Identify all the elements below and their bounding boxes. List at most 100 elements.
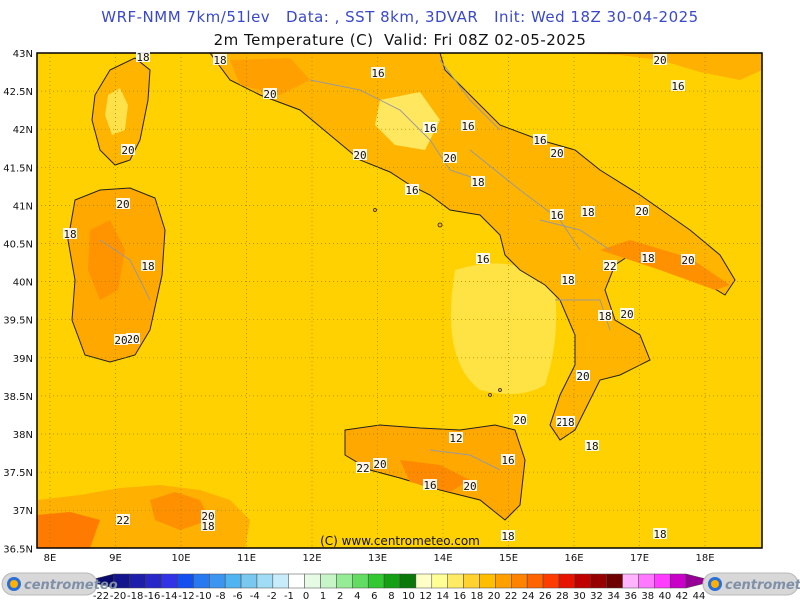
svg-text:20: 20 [114,334,127,347]
colorbar-swatch [463,573,480,589]
colorbar-tick-label: 18 [471,591,484,600]
colorbar-tick-label: 32 [590,591,603,600]
contour-label: 20 [463,480,477,493]
svg-text:16: 16 [423,479,436,492]
colorbar-swatch [272,573,289,589]
colorbar-tick-label: 12 [419,591,432,600]
longitude-ticks: 8E 9E 10E 11E 12E 13E 14E 15E 16E 17E 18E [44,553,715,564]
colorbar-swatch [193,573,210,589]
contour-label: 18 [641,252,655,265]
svg-text:16: 16 [671,80,684,93]
svg-text:18: 18 [136,51,149,64]
lon-tick-label: 14E [433,553,452,564]
colorbar-tick-label: -6 [233,591,243,600]
lon-tick-label: 15E [499,553,518,564]
contour-label: 20 [681,254,695,267]
contour-label: 16 [423,479,437,492]
colorbar-swatch [320,573,337,589]
contour-label: 18 [561,274,575,287]
contour-label: 16 [371,67,385,80]
colorbar-tick-label: 20 [488,591,501,600]
lat-tick-label: 40N [13,278,33,289]
contour-label: 22 [116,514,130,527]
contour-label: 20 [373,458,387,471]
svg-text:20: 20 [513,414,526,427]
colorbar-tick-label: 10 [402,591,415,600]
colorbar-tick-label: -22 [93,591,109,600]
colorbar-swatch [511,573,528,589]
svg-text:22: 22 [356,462,369,475]
svg-text:20: 20 [653,54,666,67]
contour-label: 20 [353,149,367,162]
colorbar-tick-label: -12 [178,591,194,600]
colorbar-tick-label: 40 [658,591,671,600]
contour-label: 22 [603,260,617,273]
colorbar-tick-label: 6 [371,591,377,600]
colorbar-swatch [209,573,226,589]
svg-text:18: 18 [213,54,226,67]
colorbar-tick-label: 26 [539,591,552,600]
colorbar-tick-label: -16 [144,591,160,600]
contour-label: 18 [561,416,575,429]
colorbar-tick-label: -2 [267,591,277,600]
lat-tick-label: 37.5N [3,468,33,479]
svg-text:20: 20 [463,480,476,493]
colorbar-swatch [526,573,544,589]
apennine-cool-area [375,92,440,150]
colorbar-swatch [606,573,623,589]
contour-label: 16 [461,120,475,133]
colorbar-swatch [495,573,512,589]
lat-tick-label: 36.5N [3,544,33,555]
contour-label: 20 [620,308,634,321]
colorbar-tick-label: 42 [676,591,689,600]
contour-label: 18 [213,54,227,67]
contour-label: 18 [201,520,215,533]
colorbar-tick-label: 34 [607,591,620,600]
contour-label: 18 [598,310,612,323]
svg-text:16: 16 [405,184,418,197]
contour-label: 18 [501,530,515,543]
svg-text:20: 20 [576,370,589,383]
contour-label: 18 [63,228,77,241]
colorbar-tick-label: -1 [284,591,294,600]
contour-label: 20 [201,510,215,523]
colorbar-swatch [415,573,433,589]
colorbar-swatch [256,573,274,589]
tyrrhenian-cool-patch [450,263,557,394]
map-area [37,53,762,548]
contour-label: 18 [136,51,150,64]
lon-tick-label: 11E [237,553,256,564]
svg-text:16: 16 [501,454,514,467]
colorbar-swatch [240,573,258,589]
svg-text:18: 18 [201,520,214,533]
colorbar-swatch [685,573,715,589]
colorbar-swatch [224,573,242,589]
svg-text:20: 20 [681,254,694,267]
svg-text:18: 18 [581,206,594,219]
contour-label: 16 [501,454,515,467]
lat-tick-label: 38.5N [3,392,33,403]
lat-tick-label: 41.5N [3,163,33,174]
colorbar-tick-label: 16 [453,591,466,600]
colorbar-tick-label: 38 [641,591,654,600]
contour-label: 18 [585,440,599,453]
colorbar-swatch [177,573,194,589]
colorbar-tick-label: -18 [127,591,143,600]
colorbar-swatch [288,573,305,589]
lat-lon-grid [37,53,762,548]
colorbar-swatch [558,573,576,589]
svg-text:centrometeo: centrometeo [24,578,118,593]
contour-label: 20 [126,333,140,346]
puglia-warm-area [600,240,730,290]
svg-text:18: 18 [501,530,514,543]
lat-tick-label: 42N [13,125,33,136]
contour-label: 18 [141,260,155,273]
colorbar-swatch [352,573,369,589]
contour-label: 20 [653,54,667,67]
centrometeo-logo-right: centrometeo [702,572,800,596]
contour-label: 20 [550,147,564,160]
lon-tick-label: 8E [44,553,57,564]
colorbar-swatch [654,573,671,589]
svg-text:22: 22 [116,514,129,527]
svg-text:20: 20 [443,152,456,165]
